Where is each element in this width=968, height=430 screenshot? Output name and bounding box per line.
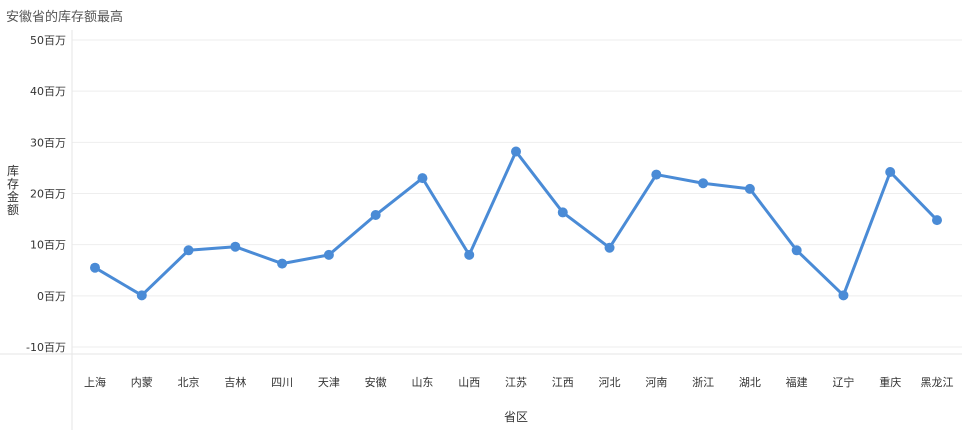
- x-tick-label: 辽宁: [832, 375, 854, 389]
- x-tick-label: 山东: [411, 376, 433, 389]
- y-tick-label: 20百万: [30, 188, 66, 201]
- y-tick-label: 10百万: [30, 239, 66, 252]
- x-axis-ticks: 上海 内蒙 北京 吉林 四川 天津 安徽 山东 山西 江苏 江西 河北 河南 浙江 湖北 福建 辽宁 重庆 黑龙江: [84, 375, 954, 389]
- y-axis-title: 库存金额: [7, 163, 19, 217]
- x-tick-label: 河南: [645, 376, 667, 389]
- data-point: [604, 242, 615, 253]
- x-tick-label: 福建: [786, 375, 808, 389]
- x-tick-label: 四川: [271, 376, 293, 389]
- series-line: [94, 150, 939, 297]
- data-point: [136, 290, 147, 301]
- data-point: [838, 290, 849, 301]
- x-tick-label: 江西: [552, 376, 574, 389]
- data-point: [370, 209, 381, 220]
- data-point: [698, 178, 709, 189]
- x-tick-label: 重庆: [879, 375, 901, 389]
- data-point: [464, 249, 475, 260]
- x-axis-title: 省区: [504, 410, 528, 424]
- y-tick-label: -10百万: [26, 341, 66, 354]
- y-tick-label: 0百万: [37, 290, 66, 303]
- chart-title: 安徽省的库存额最高: [6, 10, 124, 25]
- x-tick-label: 吉林: [224, 375, 246, 389]
- data-point: [557, 207, 568, 218]
- x-tick-label: 北京: [178, 375, 200, 389]
- x-tick-label: 天津: [318, 376, 340, 389]
- x-tick-label: 浙江: [692, 376, 714, 389]
- x-tick-label: 江苏: [505, 376, 527, 389]
- series: [90, 146, 942, 301]
- data-point: [230, 241, 241, 252]
- x-tick-label: 山西: [458, 376, 480, 389]
- data-point: [277, 258, 288, 269]
- data-point: [885, 167, 896, 178]
- x-tick-label: 内蒙: [131, 375, 153, 389]
- y-tick-label: 30百万: [30, 136, 66, 149]
- data-point: [651, 169, 662, 180]
- data-point: [511, 146, 521, 157]
- data-point: [323, 249, 334, 260]
- data-point: [791, 245, 802, 256]
- data-point: [183, 245, 194, 256]
- x-tick-label: 黑龙江: [921, 376, 954, 389]
- y-tick-label: 40百万: [30, 85, 66, 98]
- data-point: [417, 173, 428, 184]
- x-tick-label: 上海: [84, 375, 106, 389]
- x-tick-label: 安徽: [365, 375, 387, 389]
- data-point: [90, 262, 100, 273]
- gridlines: [72, 39, 962, 348]
- y-tick-label: 50百万: [30, 34, 66, 47]
- data-point: [744, 183, 755, 194]
- x-tick-label: 湖北: [739, 376, 761, 389]
- axes: [0, 30, 962, 430]
- data-point: [932, 215, 942, 226]
- x-tick-label: 河北: [599, 376, 621, 389]
- y-axis-ticks: 50百万 40百万 30百万 20百万 10百万 0百万 -10百万: [26, 34, 66, 354]
